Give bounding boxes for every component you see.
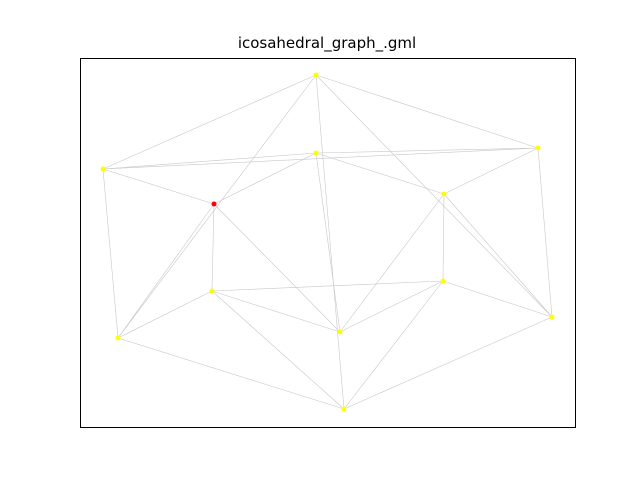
graph-edge [102, 168, 215, 205]
graph-edge [443, 147, 539, 195]
graph-edge [339, 280, 444, 333]
graph-edge [117, 290, 213, 339]
graph-edge [102, 147, 539, 170]
graph-edge [537, 147, 553, 318]
graph-edge [213, 203, 341, 333]
graph-node-highlighted [211, 201, 217, 207]
graph-edge [211, 203, 215, 292]
graph-edge [315, 147, 539, 154]
graph-edge [211, 290, 345, 410]
graph-edge [102, 152, 317, 170]
graph-edge [315, 74, 539, 149]
graph-edge [213, 152, 317, 205]
graph-node [313, 72, 319, 78]
graph-node [341, 406, 347, 412]
graph-edge [102, 74, 317, 170]
graph-edge [442, 280, 553, 318]
graph-node [549, 314, 555, 320]
graph-edge [102, 168, 119, 339]
figure-title: icosahedral_graph_.gml [238, 34, 416, 53]
graph-edge [442, 193, 445, 282]
edge-layer [102, 74, 553, 410]
node-layer [100, 72, 555, 412]
graph-node [100, 166, 106, 172]
graph-edge [117, 203, 215, 339]
graph-node [115, 335, 121, 341]
plot-frame [80, 58, 576, 428]
graph-edge [211, 290, 341, 333]
graph-edge [315, 152, 341, 333]
graph-node [441, 191, 447, 197]
graph-edge [117, 74, 317, 339]
graph-node [535, 145, 541, 151]
graph-node [313, 150, 319, 156]
graph-edge [343, 316, 553, 410]
graph-node [337, 329, 343, 335]
graph-node [209, 288, 215, 294]
graph-edge [339, 193, 445, 333]
graph-node [440, 278, 446, 284]
graph-edge [315, 74, 553, 318]
graph-edge [315, 152, 445, 195]
graph-edge [211, 280, 444, 292]
graph-edge [117, 337, 345, 410]
graph-edge [443, 193, 553, 318]
graph-edge [343, 280, 444, 410]
graph-edge [315, 74, 345, 410]
